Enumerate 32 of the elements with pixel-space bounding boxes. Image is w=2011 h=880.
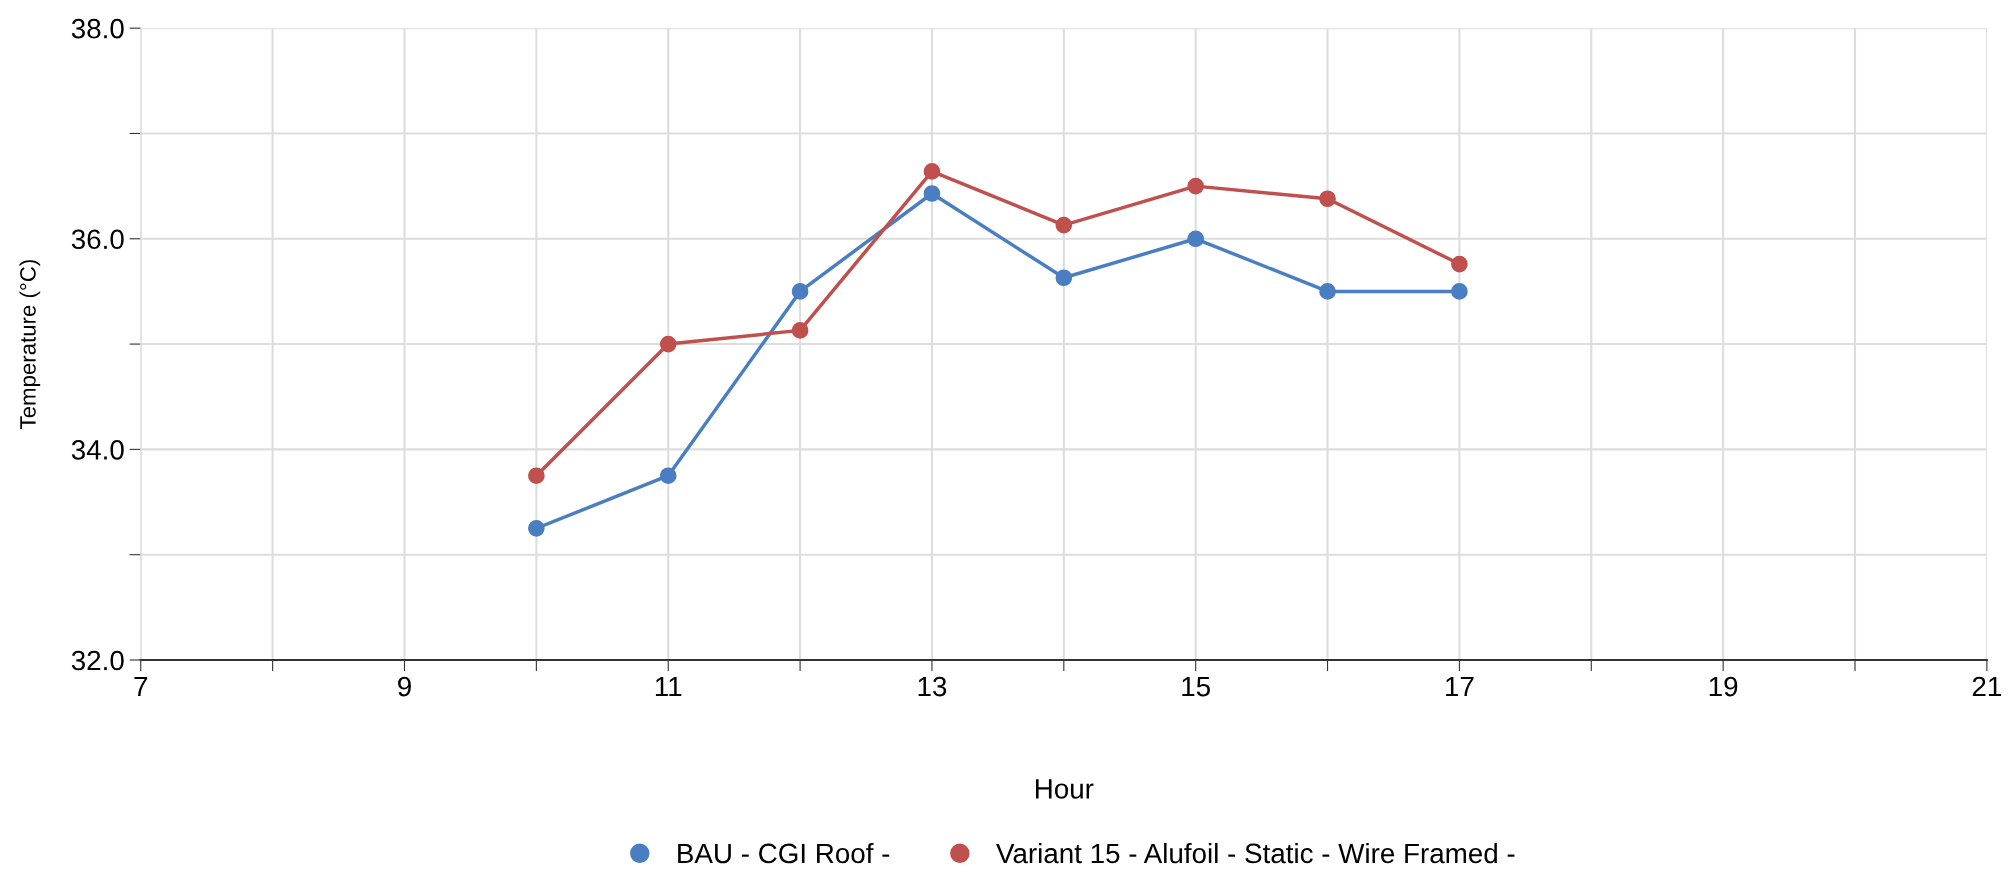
legend-label: Variant 15 - Alufoil - Static - Wire Framed -	[996, 842, 1515, 864]
point	[659, 467, 677, 485]
point	[791, 283, 809, 300]
x-tick-label: 19	[1709, 676, 1738, 697]
point	[791, 322, 809, 339]
y-tick-label: 34.0	[71, 440, 124, 460]
point	[923, 185, 941, 202]
x-tick-label: 13	[918, 676, 947, 697]
point	[659, 335, 677, 353]
point	[1055, 216, 1073, 234]
point	[528, 520, 545, 537]
point	[1055, 269, 1073, 287]
point	[1187, 177, 1205, 195]
point	[1319, 190, 1336, 208]
point	[923, 163, 941, 180]
y-axis-title: Temperature (°C)	[19, 260, 41, 429]
x-tick-label: 7	[134, 676, 148, 697]
x-tick-label: 11	[655, 676, 682, 697]
x-tick-label: 15	[1182, 676, 1210, 697]
x-axis-title: Hour	[1036, 779, 1094, 799]
point	[1187, 230, 1205, 248]
x-tick-label: 21	[1972, 676, 2001, 697]
x-tick-label: 17	[1446, 676, 1474, 697]
point	[1451, 255, 1468, 273]
y-tick-label: 38.0	[71, 18, 124, 39]
x-tick-label: 9	[398, 676, 411, 697]
point	[1451, 283, 1468, 300]
y-tick-label: 36.0	[71, 229, 124, 250]
point	[1319, 283, 1336, 300]
legend-label: BAU - CGI Roof -	[678, 842, 890, 864]
point	[528, 467, 545, 485]
y-tick-label: 32.0	[71, 650, 124, 671]
